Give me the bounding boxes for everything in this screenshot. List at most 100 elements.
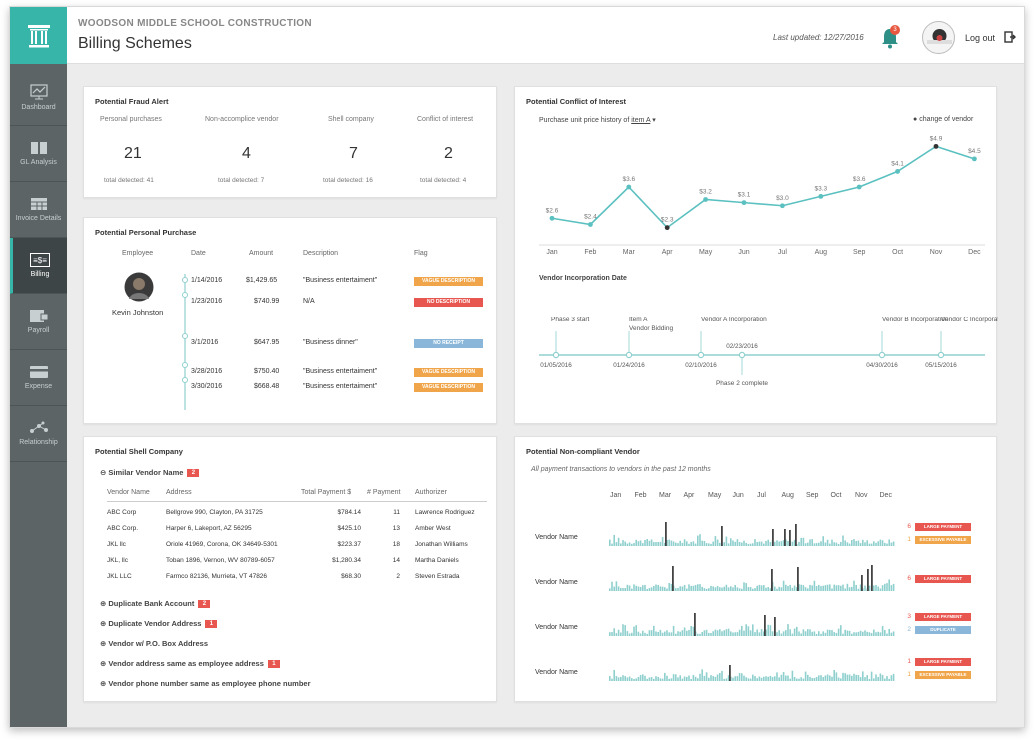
price-point[interactable] (933, 143, 939, 149)
payment-bar (727, 675, 730, 681)
price-point[interactable] (703, 197, 708, 202)
payment-bar (628, 676, 631, 681)
column-header: Date (191, 250, 206, 257)
same-phone-toggle[interactable]: ⊕ Vendor phone number same as employee p… (100, 679, 311, 688)
sidebar-item-dashboard[interactable]: Dashboard (10, 70, 67, 126)
stat-value[interactable]: 2 (444, 145, 453, 162)
sidebar-item-expense[interactable]: Expense (10, 350, 67, 406)
payment-bar (822, 677, 824, 681)
duplicate-address-toggle[interactable]: ⊕ Duplicate Vendor Address 1 (100, 619, 218, 629)
payment-bar (862, 671, 864, 681)
stat-value[interactable]: 7 (349, 145, 358, 162)
price-point[interactable] (664, 225, 670, 231)
shell-table-cell: $425.10 (337, 525, 362, 532)
vendor-timeline: Phase 3 start 01/05/2016 Item A Vendor Bidd… (539, 317, 998, 387)
timeline-event-point[interactable] (937, 351, 945, 359)
logout-icon[interactable] (1004, 31, 1016, 43)
issue-tag[interactable]: EXCESSIVE PAYABLE (915, 536, 971, 544)
vendor-name[interactable]: Vendor Name (535, 624, 578, 631)
price-point[interactable] (780, 203, 785, 209)
issue-tag[interactable]: LARGE PAYMENT (915, 575, 971, 583)
payment-bar (620, 677, 622, 681)
stat-label: Conflict of interest (417, 116, 474, 123)
payment-bar (815, 676, 818, 681)
vendor-name[interactable]: Vendor Name (535, 669, 578, 676)
price-point[interactable] (588, 222, 593, 227)
sidebar-item-gl-analysis[interactable]: GL Analysis (10, 126, 67, 182)
issue-tag[interactable]: LARGE PAYMENT (915, 658, 971, 666)
timeline-event-point[interactable] (878, 351, 886, 359)
payment-sparkline (609, 565, 895, 591)
payment-bar (657, 541, 659, 546)
logout-link[interactable]: Log out (965, 33, 996, 43)
payment-bar (866, 631, 868, 636)
chart-legend: ● change of vendor (913, 116, 973, 123)
issue-tag[interactable]: LARGE PAYMENT (915, 523, 971, 531)
sidebar-item-invoice-details[interactable]: Invoice Details (10, 182, 67, 238)
sidebar-item-billing[interactable]: ≡$≡ Billing (10, 238, 67, 294)
logo[interactable] (10, 7, 67, 64)
issue-tag[interactable]: LARGE PAYMENT (915, 613, 971, 621)
stat-value[interactable]: 4 (242, 145, 251, 162)
item-selector[interactable]: item A (631, 117, 651, 124)
issue-tag[interactable]: DUPLICATE (915, 626, 971, 634)
event-date: 01/24/2016 (613, 362, 645, 369)
price-data-label: $3.3 (814, 185, 827, 192)
payment-bar (842, 535, 844, 546)
po-box-toggle[interactable]: ⊕ Vendor w/ P.O. Box Address (100, 639, 208, 648)
flagged-payment-bar[interactable] (665, 522, 667, 546)
payment-bar (692, 626, 695, 636)
flagged-payment-bar[interactable] (871, 565, 873, 591)
timeline-event-point[interactable] (738, 351, 746, 359)
vendor-name[interactable]: Vendor Name (535, 534, 578, 541)
price-data-label: $4.9 (930, 135, 943, 142)
flagged-payment-bar[interactable] (729, 665, 731, 681)
flagged-payment-bar[interactable] (764, 615, 766, 636)
flagged-payment-bar[interactable] (789, 530, 791, 546)
timeline-event-point[interactable] (552, 351, 560, 359)
flagged-payment-bar[interactable] (771, 569, 773, 591)
payment-bar (633, 678, 635, 681)
flagged-payment-bar[interactable] (721, 526, 723, 546)
payment-bar (791, 633, 794, 636)
payment-bar (635, 539, 637, 546)
same-address-toggle[interactable]: ⊕ Vendor address same as employee addres… (100, 659, 280, 669)
payment-bar (617, 629, 620, 636)
issue-tag[interactable]: EXCESSIVE PAYABLE (915, 671, 971, 679)
similar-vendor-toggle[interactable]: ⊖ Similar Vendor Name 2 (100, 468, 200, 478)
flagged-payment-bar[interactable] (861, 575, 863, 591)
dropdown-caret-icon[interactable]: ▾ (652, 117, 656, 124)
payment-bar (837, 677, 840, 681)
sidebar-item-payroll[interactable]: Payroll (10, 294, 67, 350)
timeline-event-point[interactable] (697, 351, 705, 359)
price-point[interactable] (626, 184, 632, 190)
payment-bar (831, 630, 833, 636)
payment-bar (787, 586, 789, 591)
flagged-payment-bar[interactable] (867, 569, 869, 591)
flagged-payment-bar[interactable] (784, 529, 786, 546)
flagged-payment-bar[interactable] (694, 613, 696, 636)
timeline-event-point[interactable] (625, 351, 633, 359)
sidebar-item-relationship[interactable]: Relationship (10, 406, 67, 462)
payment-bar (892, 631, 895, 636)
price-point[interactable] (741, 200, 747, 206)
flagged-payment-bar[interactable] (795, 524, 797, 546)
price-point[interactable] (856, 184, 862, 190)
price-point[interactable] (972, 156, 977, 162)
payment-bar (668, 583, 670, 591)
payment-bar (701, 540, 703, 546)
price-point[interactable] (549, 215, 555, 221)
payment-bar (661, 632, 664, 636)
duplicate-bank-toggle[interactable]: ⊕ Duplicate Bank Account 2 (100, 599, 211, 609)
stat-value[interactable]: 21 (124, 145, 142, 162)
vendor-name[interactable]: Vendor Name (535, 579, 578, 586)
payment-bar (763, 676, 765, 681)
flagged-payment-bar[interactable] (672, 566, 674, 591)
payment-bar (809, 539, 811, 546)
flagged-payment-bar[interactable] (797, 567, 799, 591)
price-point[interactable] (895, 168, 900, 174)
avatar[interactable] (922, 21, 955, 54)
flagged-payment-bar[interactable] (772, 529, 774, 546)
flagged-payment-bar[interactable] (774, 617, 776, 636)
price-point[interactable] (818, 193, 824, 199)
